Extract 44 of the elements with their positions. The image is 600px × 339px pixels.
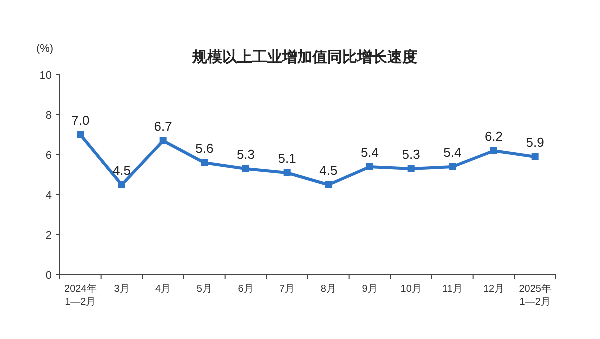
data-label: 5.9 [526,135,544,150]
data-label: 5.4 [360,145,380,160]
x-tick-label: 6月 [238,284,254,295]
point [77,132,84,138]
x-tick-label: 7月 [280,284,296,295]
data-label: 4.5 [112,163,132,178]
x-tick-label: 5月 [196,284,212,295]
data-label: 4.5 [320,163,338,178]
point [242,166,250,172]
x-tick-label: 4月 [156,284,172,295]
x-tick-label: 10月 [400,284,422,295]
data-label: 6.2 [484,129,504,144]
point [160,138,167,144]
x-tick-label: 2024年 1—2月 [64,283,97,308]
x-tick-label: 9月 [362,284,378,295]
data-label: 5.6 [196,141,214,156]
x-tick-label: 2025年 1—2月 [519,283,552,308]
data-label: 5.3 [236,147,256,162]
data-label: 6.7 [154,119,172,134]
x-tick-label: 11月 [442,284,463,295]
x-tick-label: 8月 [320,284,336,295]
x-tick-label: 12月 [483,284,505,295]
y-tick-label: 6 [46,150,52,162]
point [325,182,332,188]
y-tick-label: 4 [46,190,52,202]
data-label: 7.0 [72,113,90,128]
y-tick-label: 10 [40,70,52,82]
point [366,164,374,170]
point [532,154,539,160]
point [449,164,456,170]
point [284,170,291,176]
x-tick-label: 3月 [114,284,130,295]
point [201,160,208,166]
point [118,182,126,188]
data-label: 5.4 [444,145,462,160]
point [408,166,415,172]
chart-title: 规模以上工业增加值同比增长速度 [192,48,418,66]
point [490,148,498,154]
data-label: 5.1 [278,151,296,166]
y-tick-label: 8 [46,110,52,122]
y-tick-label: 0 [46,270,52,282]
data-label: 5.3 [402,147,420,162]
y-tick-label: 2 [46,230,52,242]
y-axis-title: (%) [36,43,54,55]
